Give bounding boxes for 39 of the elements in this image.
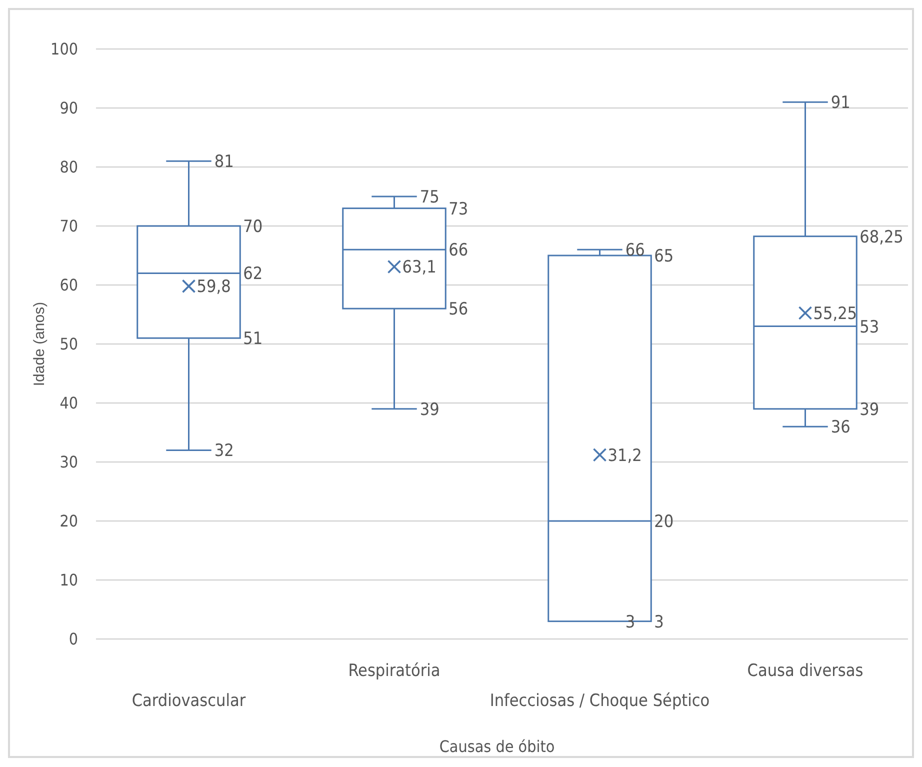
y-tick-label: 20 — [60, 512, 78, 531]
y-tick-label: 80 — [60, 158, 78, 177]
text: 39 — [860, 400, 880, 420]
text: 91 — [830, 93, 850, 114]
text: 68,25 — [860, 227, 904, 248]
text: 20 — [654, 512, 674, 532]
text: 65 — [654, 246, 674, 266]
x-tick-label: Respiratória — [348, 661, 440, 681]
y-tick-label: 0 — [68, 630, 78, 649]
x-tick-label: Infecciosas / Choque Séptico — [490, 691, 710, 711]
text: 3 — [654, 612, 664, 632]
y-tick-label: 40 — [60, 394, 78, 413]
text: 73 — [448, 199, 468, 220]
text: 55,25 — [813, 304, 858, 324]
text: 59,8 — [196, 277, 231, 298]
text: 75 — [420, 187, 440, 208]
text: 66 — [448, 240, 468, 261]
text: 39 — [420, 400, 440, 420]
text: 81 — [214, 152, 234, 172]
x-tick-label: Causa diversas — [747, 661, 864, 681]
y-tick-label: 70 — [60, 216, 78, 236]
text: 62 — [243, 264, 263, 284]
text: 70 — [243, 216, 263, 237]
y-tick-label: 30 — [60, 452, 78, 472]
y-tick-label: 60 — [60, 276, 78, 295]
x-tick-label: Cardiovascular — [132, 691, 246, 711]
text: 53 — [860, 317, 880, 338]
y-tick-label: 50 — [60, 334, 78, 354]
y-axis-title: Idade (anos) — [31, 302, 48, 386]
y-tick-label: 100 — [50, 40, 78, 59]
text: 32 — [214, 441, 234, 462]
text: 56 — [448, 300, 468, 320]
y-tick-label: 90 — [60, 98, 78, 118]
text: 63,1 — [402, 258, 436, 278]
y-tick-label: 10 — [60, 570, 78, 590]
text: 51 — [243, 329, 263, 350]
x-axis-title: Causas de óbito — [439, 737, 555, 756]
text: 31,2 — [608, 446, 642, 466]
text: 36 — [830, 418, 850, 438]
